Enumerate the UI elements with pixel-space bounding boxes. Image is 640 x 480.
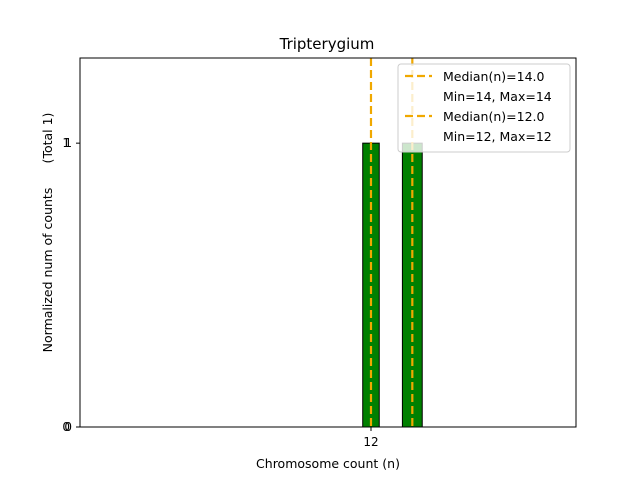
y-tick-left-label-0: 1 xyxy=(62,136,70,150)
y-tick-label-1: 1 xyxy=(64,136,72,150)
x-axis-ticks: 12 xyxy=(363,427,379,449)
legend-label-2: Median(n)=12.0 xyxy=(443,109,544,124)
legend-label-1: Min=14, Max=14 xyxy=(443,89,552,104)
axes-frame xyxy=(79,57,577,428)
y-tick-label-0: 0 xyxy=(64,420,72,434)
plot-area xyxy=(80,58,444,428)
legend-frame xyxy=(397,63,571,153)
y-tick-left-label-1: 0 xyxy=(62,420,70,434)
y-axis-label: Normalized num of counts xyxy=(40,188,55,353)
chart-title: Tripterygium xyxy=(279,35,375,53)
y-axis-total-label: (Total 1) xyxy=(40,113,55,164)
legend-label-3: Min=12, Max=12 xyxy=(443,129,552,144)
legend-label-0: Median(n)=14.0 xyxy=(443,69,544,84)
x-tick-label-0: 12 xyxy=(363,435,378,449)
legend: Median(n)=14.0 Min=14, Max=14 Median(n)=12… xyxy=(397,63,571,153)
x-axis-label: Chromosome count (n) xyxy=(256,456,400,471)
